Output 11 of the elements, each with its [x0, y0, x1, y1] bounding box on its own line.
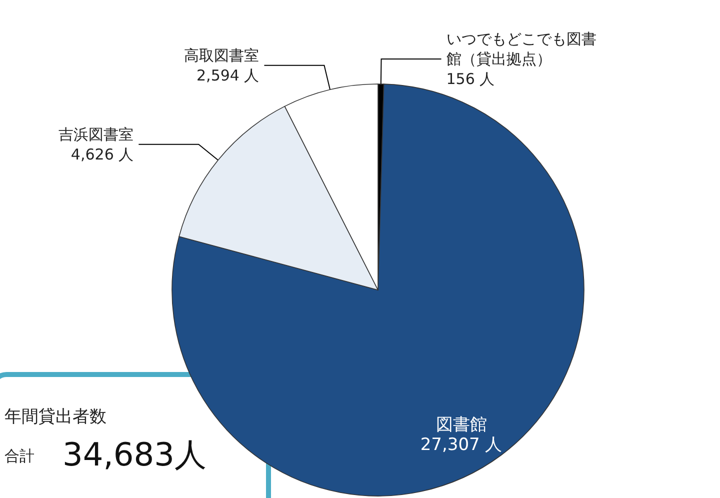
slice-label: いつでもどこでも図書館（貸出拠点）: [446, 30, 596, 68]
slice-label: 図書館: [436, 415, 487, 436]
data-label: 4,626 人: [70, 145, 134, 164]
slice-label: 吉浜図書室: [58, 125, 134, 144]
data-label: 2,594 人: [196, 66, 260, 84]
text: 年間貸出者数: [4, 407, 106, 427]
text: 合計: [4, 447, 34, 465]
data-label: 156 人: [446, 70, 495, 88]
text: 34,683人: [62, 436, 206, 474]
slice-label: 高取図書室: [184, 46, 260, 64]
data-label: 27,307 人: [420, 435, 502, 456]
